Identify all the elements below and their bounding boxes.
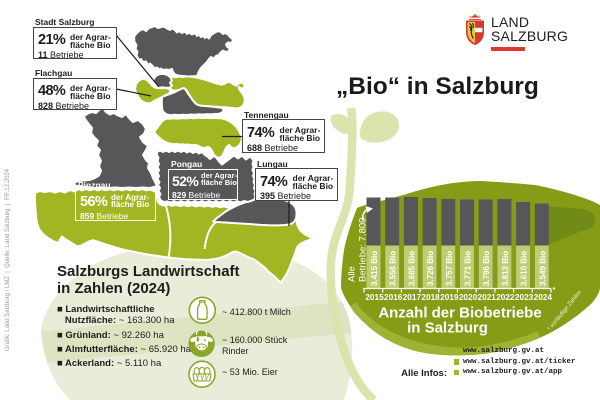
svg-text:3.549 Bio: 3.549 Bio [538, 251, 547, 286]
svg-text:*: * [553, 287, 556, 294]
svg-text:2017: 2017 [403, 293, 422, 302]
svg-text:Betriebe: 7.800: Betriebe: 7.800 [358, 218, 369, 282]
svg-text:3.558 Bio: 3.558 Bio [389, 251, 398, 286]
svg-text:3.757 Bio: 3.757 Bio [445, 251, 454, 286]
svg-text:3.685 Bio: 3.685 Bio [407, 251, 416, 286]
svg-text:3.813 Bio: 3.813 Bio [501, 251, 510, 286]
svg-text:3.610 Bio: 3.610 Bio [520, 251, 529, 286]
svg-text:2019: 2019 [440, 293, 459, 302]
svg-text:in Salzburg: in Salzburg [407, 320, 488, 337]
svg-text:3.415 Bio: 3.415 Bio [370, 251, 379, 286]
svg-text:Anzahl der Biobetriebe: Anzahl der Biobetriebe [378, 305, 541, 322]
svg-text:2016: 2016 [384, 293, 403, 302]
svg-text:2015: 2015 [365, 293, 384, 302]
svg-text:2023: 2023 [515, 293, 534, 302]
svg-text:2020: 2020 [459, 293, 478, 302]
svg-text:2024: 2024 [534, 293, 553, 302]
svg-text:* vorläufige Zahlen: * vorläufige Zahlen [547, 290, 583, 333]
svg-text:3.796 Bio: 3.796 Bio [482, 251, 491, 286]
svg-text:3.726 Bio: 3.726 Bio [426, 251, 435, 286]
svg-text:3.771 Bio: 3.771 Bio [464, 251, 473, 286]
svg-text:2022: 2022 [496, 293, 515, 302]
svg-text:2018: 2018 [421, 293, 440, 302]
svg-text:Alle: Alle [347, 266, 358, 282]
svg-text:2021: 2021 [478, 293, 497, 302]
